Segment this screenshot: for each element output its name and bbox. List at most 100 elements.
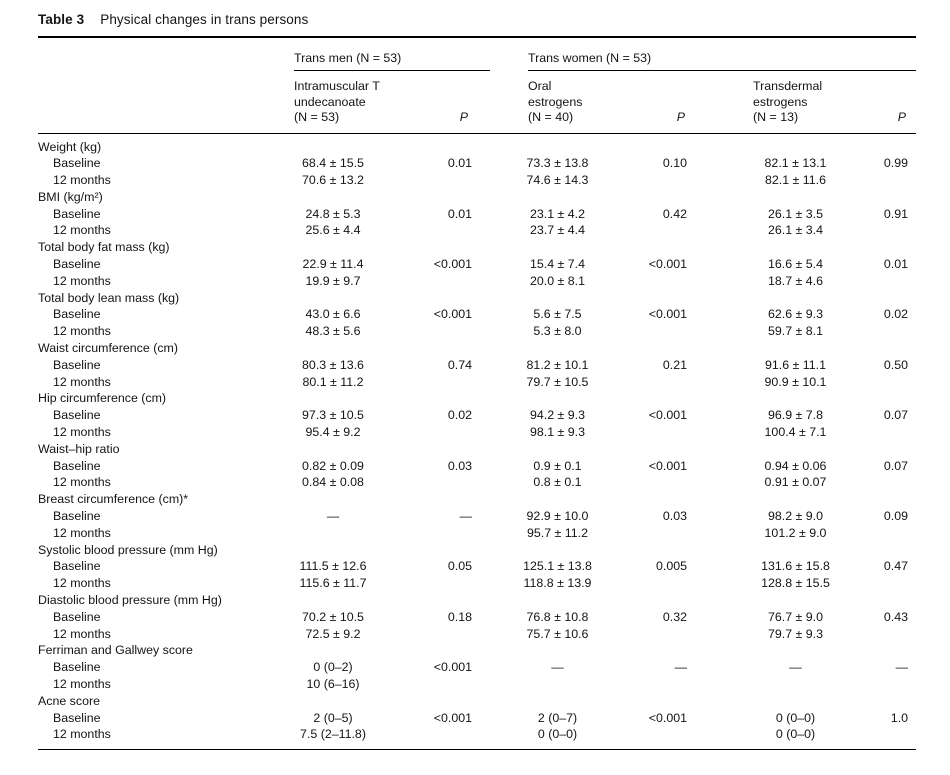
data-row: 12 months 95.7 ± 11.2 101.2 ± 9.0 bbox=[38, 525, 916, 542]
cell-p2 bbox=[615, 441, 713, 458]
cell-v2 bbox=[500, 592, 615, 609]
cell-v1: — bbox=[326, 509, 340, 524]
cell-p1 bbox=[408, 424, 500, 441]
cell-v1: 115.6 ± 11.7 bbox=[299, 576, 367, 591]
cell-p1 bbox=[408, 542, 500, 559]
cell-v1: 95.4 ± 9.2 bbox=[305, 425, 361, 440]
row-label: 12 months bbox=[53, 374, 111, 389]
group-trans-women-label: Trans women (N = 53) bbox=[528, 51, 917, 71]
cell-v1: 7.5 (2–11.8) bbox=[300, 727, 366, 742]
cell-p3: 0.91 bbox=[883, 206, 909, 221]
section-label: BMI (kg/m²) bbox=[38, 189, 103, 204]
cell-p1 bbox=[408, 390, 500, 407]
cell-p3 bbox=[848, 133, 916, 155]
row-label: 12 months bbox=[53, 525, 111, 540]
cell-p2: 0.10 bbox=[662, 156, 687, 171]
data-row: 12 months 10 (6–16) bbox=[38, 676, 916, 693]
section-row: Waist circumference (cm) bbox=[38, 340, 916, 357]
cell-v1: 43.0 ± 6.6 bbox=[305, 307, 361, 322]
section-row: Total body fat mass (kg) bbox=[38, 239, 916, 256]
cell-v1: 68.4 ± 15.5 bbox=[302, 156, 364, 171]
cell-v2 bbox=[500, 693, 615, 710]
cell-v2: 0.9 ± 0.1 bbox=[533, 458, 582, 473]
cell-v3: 0.91 ± 0.07 bbox=[764, 475, 827, 490]
section-row: BMI (kg/m²) bbox=[38, 189, 916, 206]
cell-p1 bbox=[408, 290, 500, 307]
cell-v2: 23.1 ± 4.2 bbox=[529, 206, 586, 221]
cell-v1: 70.6 ± 13.2 bbox=[302, 173, 364, 188]
row-label: Baseline bbox=[53, 559, 101, 574]
cell-p1 bbox=[408, 189, 500, 206]
section-label: Waist circumference (cm) bbox=[38, 341, 178, 356]
cell-v2 bbox=[500, 340, 615, 357]
cell-v3: 82.1 ± 13.1 bbox=[764, 156, 827, 171]
cell-v2: 81.2 ± 10.1 bbox=[526, 357, 589, 372]
cell-v3: 131.6 ± 15.8 bbox=[761, 559, 830, 574]
row-label: Baseline bbox=[53, 408, 101, 423]
cell-v3 bbox=[713, 340, 848, 357]
cell-p1: <0.001 bbox=[433, 710, 472, 725]
cell-p1: 0.01 bbox=[447, 156, 472, 171]
row-label: 12 months bbox=[53, 576, 111, 591]
cell-p2 bbox=[615, 474, 713, 491]
cell-p1 bbox=[408, 273, 500, 290]
column-header-oral-estrogens: Oral estrogens (N = 40) bbox=[500, 71, 615, 134]
cell-v3: 90.9 ± 10.1 bbox=[764, 374, 827, 389]
cell-v1 bbox=[288, 491, 408, 508]
data-row: Baseline 2 (0–5) <0.001 2 (0–7) <0.001 0 (0–0… bbox=[38, 710, 916, 727]
cell-p1: 0.05 bbox=[447, 559, 472, 574]
cell-v1 bbox=[288, 542, 408, 559]
row-label: 12 months bbox=[53, 677, 111, 691]
cell-v3: 91.6 ± 11.1 bbox=[765, 357, 826, 372]
cell-v3 bbox=[713, 239, 848, 256]
group-header-trans-women: Trans women (N = 53) bbox=[500, 38, 917, 71]
cell-p1: 0.03 bbox=[447, 458, 472, 473]
row-label: 12 months bbox=[53, 324, 111, 339]
cell-v2: 118.8 ± 13.9 bbox=[523, 576, 592, 591]
cell-p2 bbox=[615, 592, 713, 609]
row-label: Baseline bbox=[53, 609, 101, 624]
cell-v3 bbox=[713, 693, 848, 710]
cell-p2: <0.001 bbox=[648, 710, 687, 725]
cell-p1 bbox=[408, 172, 500, 189]
cell-v2: 0 (0–0) bbox=[537, 727, 578, 742]
cell-p2 bbox=[615, 424, 713, 441]
row-label: 12 months bbox=[53, 223, 111, 238]
cell-v1 bbox=[288, 525, 408, 542]
data-row: Baseline 22.9 ± 11.4 <0.001 15.4 ± 7.4 <0.00… bbox=[38, 256, 916, 273]
cell-p2: 0.21 bbox=[662, 357, 687, 372]
row-label: Baseline bbox=[53, 156, 101, 171]
cell-v2: 75.7 ± 10.6 bbox=[526, 626, 589, 641]
cell-p1 bbox=[408, 133, 500, 155]
section-row: Total body lean mass (kg) bbox=[38, 290, 916, 307]
cell-p2 bbox=[615, 374, 713, 391]
cell-v1 bbox=[288, 189, 408, 206]
section-label: Total body lean mass (kg) bbox=[38, 290, 180, 305]
cell-p2 bbox=[615, 642, 713, 659]
section-label: Weight (kg) bbox=[38, 139, 102, 154]
cell-v1 bbox=[288, 340, 408, 357]
column-header-p-transdermal: P bbox=[848, 71, 917, 134]
cell-v3 bbox=[713, 676, 848, 693]
cell-v3 bbox=[713, 390, 848, 407]
cell-v3 bbox=[713, 290, 848, 307]
cell-p2: 0.32 bbox=[662, 609, 687, 624]
cell-v2: 79.7 ± 10.5 bbox=[526, 374, 589, 389]
cell-p3 bbox=[848, 693, 916, 710]
cell-p1: — bbox=[459, 509, 472, 524]
section-row: Weight (kg) bbox=[38, 133, 916, 155]
cell-v2: 92.9 ± 10.0 bbox=[526, 509, 589, 524]
cell-p3 bbox=[848, 525, 916, 542]
cell-v3: — bbox=[789, 660, 802, 675]
cell-p3: 0.09 bbox=[883, 509, 909, 524]
cell-p1 bbox=[408, 525, 500, 542]
column-header-row: Intramuscular T undecanoate (N = 53) P O… bbox=[38, 71, 917, 134]
section-row: Waist–hip ratio bbox=[38, 441, 916, 458]
cell-p2: 0.005 bbox=[655, 559, 687, 574]
cell-p2: <0.001 bbox=[648, 408, 687, 423]
cell-p1 bbox=[408, 642, 500, 659]
column-header-p-oral: P bbox=[615, 71, 713, 134]
cell-p3: 0.50 bbox=[883, 357, 909, 372]
cell-v1: 80.3 ± 13.6 bbox=[302, 357, 364, 372]
cell-p2 bbox=[615, 133, 713, 155]
